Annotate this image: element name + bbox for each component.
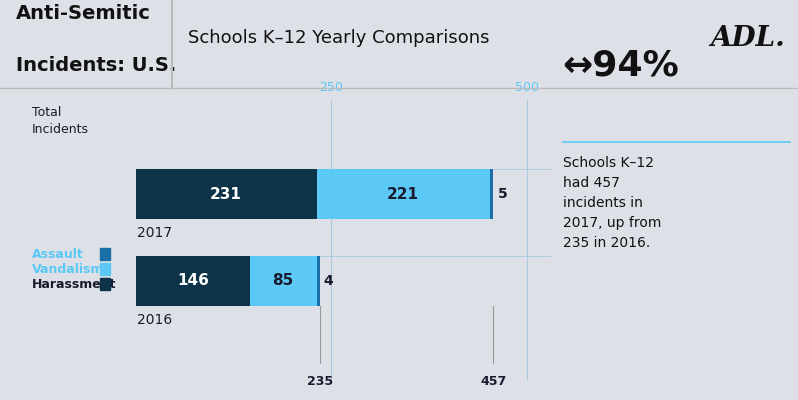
Text: ADL.: ADL. [710, 24, 785, 52]
Text: 221: 221 [387, 187, 419, 202]
Text: 231: 231 [210, 187, 242, 202]
Text: Vandalism: Vandalism [32, 263, 105, 276]
Text: ↔94%: ↔94% [563, 48, 679, 82]
Bar [136, 256, 250, 306]
Text: Schools K–12
had 457
incidents in
2017, up from
235 in 2016.: Schools K–12 had 457 incidents in 2017, … [563, 156, 661, 250]
Bar [317, 169, 489, 219]
Text: Harassment: Harassment [32, 278, 117, 291]
Text: 85: 85 [273, 273, 294, 288]
Text: 2017: 2017 [137, 226, 172, 240]
Bar [317, 256, 320, 306]
Text: 235: 235 [306, 375, 333, 388]
Text: Anti-Semitic: Anti-Semitic [16, 4, 151, 23]
Text: 5: 5 [497, 187, 508, 201]
Text: Incidents: U.S.: Incidents: U.S. [16, 56, 176, 75]
Bar [489, 169, 493, 219]
Text: 4: 4 [323, 274, 334, 288]
Text: 457: 457 [480, 375, 507, 388]
Text: 250: 250 [319, 81, 343, 94]
Text: 146: 146 [177, 273, 209, 288]
Text: Assault: Assault [32, 248, 84, 260]
Bar [250, 256, 317, 306]
Text: Total
Incidents: Total Incidents [32, 106, 89, 136]
Text: 500: 500 [516, 81, 539, 94]
Bar [136, 169, 317, 219]
Text: Schools K–12 Yearly Comparisons: Schools K–12 Yearly Comparisons [188, 29, 489, 47]
Text: 2016: 2016 [137, 313, 172, 327]
